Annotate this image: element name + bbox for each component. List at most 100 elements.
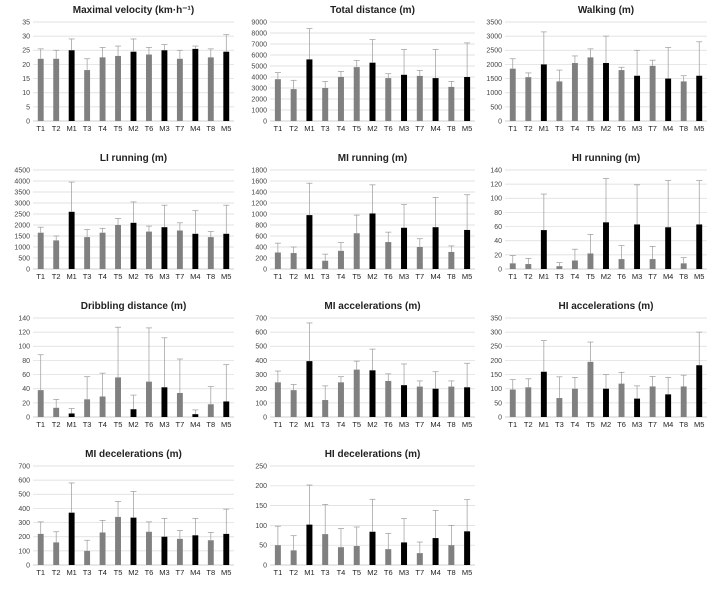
x-tick-label: T7 [176,420,185,429]
y-tick-label: 100 [18,344,30,351]
x-tick-label: M2 [601,420,611,429]
x-tick-label: M1 [304,420,314,429]
y-tick-label: 200 [490,358,502,365]
bar-t2 [290,390,297,417]
bar-t3 [84,550,91,565]
x-tick-label: M2 [128,272,138,281]
y-tick-label: 15 [22,76,30,83]
bar-t1 [274,545,281,565]
x-tick-label: T1 [508,124,517,133]
bar-m5 [696,365,703,417]
bar-m2 [603,222,609,269]
bar-t2 [53,407,60,417]
bar-m2 [369,213,376,269]
y-tick-label: 40 [22,386,30,393]
y-tick-label: 30 [22,34,30,41]
x-tick-label: T6 [384,568,393,577]
x-tick-label: T4 [337,420,346,429]
y-tick-label: 2500 [486,48,502,55]
x-tick-label: M1 [304,124,314,133]
x-tick-label: T5 [586,272,595,281]
y-tick-label: 400 [255,358,267,365]
bar-m5 [464,77,471,121]
chart-title: Dribbling distance (m) [81,301,187,312]
x-tick-label: T1 [36,124,45,133]
y-tick-label: 1000 [251,211,267,218]
bar-t2 [290,253,297,269]
bar-m4 [665,78,672,121]
bar-t1 [37,232,44,269]
bar-t7 [176,392,183,417]
chart-panel-8: MI accelerations (m) 0 100 200 300 400 500 600 7… [255,301,475,429]
y-tick-label: 600 [255,330,267,337]
bar-t7 [416,386,423,417]
bar-m3 [161,387,168,417]
y-tick-label: 120 [18,330,30,337]
chart-title: HI decelerations (m) [325,449,421,460]
x-tick-label: T2 [52,568,61,577]
y-tick-label: 80 [22,358,30,365]
bar-m1 [540,230,547,269]
bar-t3 [556,266,563,269]
x-tick-label: M4 [190,124,200,133]
x-tick-label: M3 [399,568,409,577]
x-tick-label: T7 [176,272,185,281]
x-tick-label: T3 [83,272,92,281]
x-tick-label: T2 [289,568,298,577]
y-tick-label: 200 [255,386,267,393]
bar-t1 [274,252,281,269]
y-tick-label: 9000 [251,19,267,26]
bar-t2 [53,542,60,565]
bar-t6 [146,231,152,269]
bar-m1 [540,371,547,417]
x-tick-label: M3 [159,568,169,577]
bar-t6 [385,78,392,121]
chart-title: MI decelerations (m) [85,449,182,460]
bar-t8 [207,57,214,121]
bar-t4 [337,382,344,417]
y-tick-label: 150 [255,503,267,510]
x-tick-label: T8 [679,124,688,133]
x-tick-label: T3 [83,124,92,133]
x-tick-label: T4 [571,420,580,429]
x-tick-label: T1 [36,420,45,429]
x-tick-label: T3 [83,568,92,577]
x-tick-label: T6 [384,124,393,133]
x-tick-label: T1 [36,568,45,577]
bar-m3 [634,75,641,121]
bar-m5 [464,531,471,565]
x-tick-label: M1 [304,272,314,281]
x-tick-label: T5 [352,420,361,429]
bar-t6 [385,380,392,417]
bar-t7 [649,65,656,121]
x-tick-label: T2 [524,124,533,133]
bar-t5 [587,57,594,121]
y-tick-label: 50 [259,543,267,550]
x-tick-label: M4 [663,124,673,133]
bar-m3 [401,74,408,121]
x-tick-label: T4 [571,272,580,281]
x-tick-label: M3 [399,272,409,281]
bar-t4 [571,63,578,121]
x-tick-label: T8 [206,124,215,133]
bar-t3 [84,399,91,417]
x-tick-label: M1 [539,124,549,133]
x-tick-label: T5 [114,420,123,429]
y-tick-label: 60 [494,224,502,231]
x-tick-label: T7 [415,420,424,429]
y-tick-label: 1800 [251,167,267,174]
bar-m5 [223,533,230,565]
chart-title: Maximal velocity (km·h⁻¹) [73,5,194,16]
bar-m2 [369,370,376,417]
y-tick-label: 400 [255,244,267,251]
bar-t3 [84,70,91,121]
x-tick-label: M3 [632,272,642,281]
bar-t4 [571,388,578,417]
y-tick-label: 3500 [486,19,502,26]
x-tick-label: M4 [190,272,200,281]
bar-m1 [68,50,75,121]
y-tick-label: 4000 [14,178,30,185]
x-tick-label: T1 [508,272,517,281]
bar-t5 [587,361,594,417]
